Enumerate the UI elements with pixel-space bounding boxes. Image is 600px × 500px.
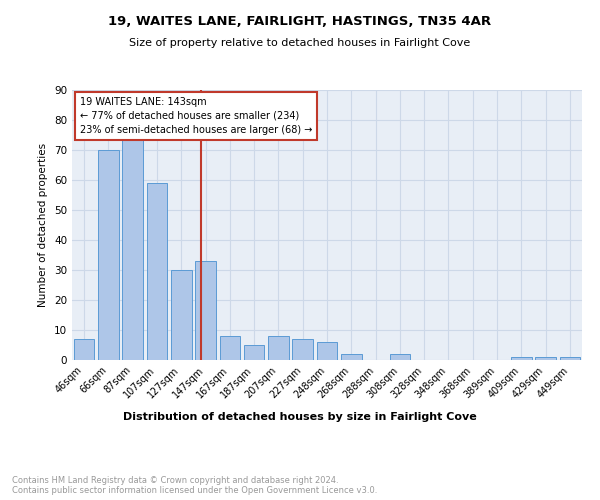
Bar (220, 336, 240, 360)
Text: Distribution of detached houses by size in Fairlight Cove: Distribution of detached houses by size … (123, 412, 477, 422)
Bar (535, 357, 556, 360)
Bar (341, 354, 362, 360)
Text: Contains HM Land Registry data © Crown copyright and database right 2024.
Contai: Contains HM Land Registry data © Crown c… (12, 476, 377, 495)
Bar (74, 339, 94, 360)
Text: 19 WAITES LANE: 143sqm
← 77% of detached houses are smaller (234)
23% of semi-de: 19 WAITES LANE: 143sqm ← 77% of detached… (80, 97, 312, 134)
Text: 19, WAITES LANE, FAIRLIGHT, HASTINGS, TN35 4AR: 19, WAITES LANE, FAIRLIGHT, HASTINGS, TN… (109, 15, 491, 28)
Bar (268, 336, 289, 360)
Bar (195, 261, 216, 360)
Bar (98, 150, 119, 360)
Bar (122, 135, 143, 360)
Bar (317, 342, 337, 360)
Bar (511, 357, 532, 360)
Bar (560, 357, 580, 360)
Bar (146, 183, 167, 360)
Y-axis label: Number of detached properties: Number of detached properties (38, 143, 49, 307)
Bar (292, 339, 313, 360)
Bar (244, 345, 265, 360)
Text: Size of property relative to detached houses in Fairlight Cove: Size of property relative to detached ho… (130, 38, 470, 48)
Bar (171, 270, 191, 360)
Bar (389, 354, 410, 360)
